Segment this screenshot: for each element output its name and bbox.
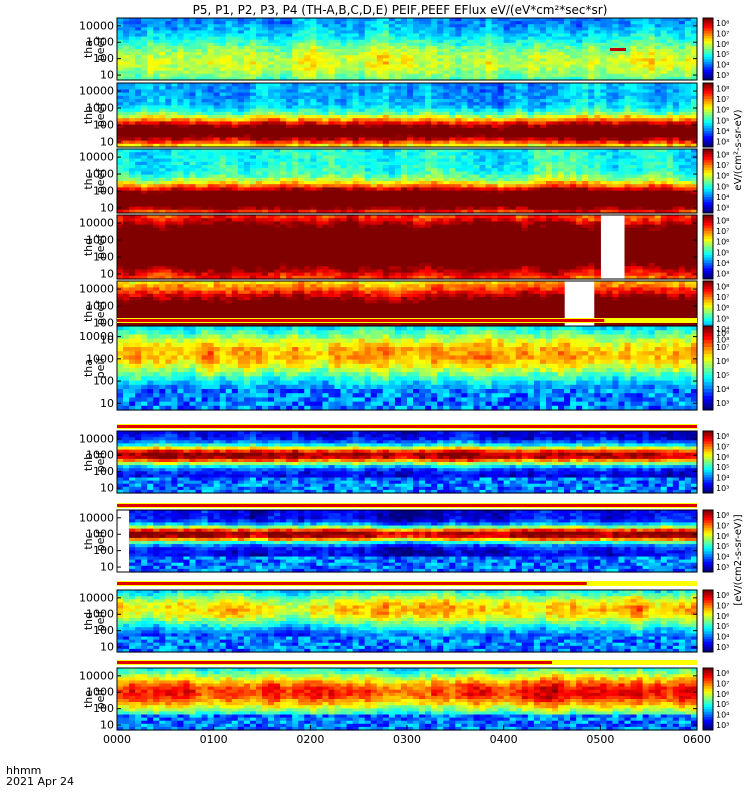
y-tick-label: 10000 xyxy=(79,85,114,98)
panel-thc-peef: 10000100010010thc peef10⁸10⁷10⁶10⁵10⁴10³ xyxy=(79,149,729,214)
colorbar-tick-label: 10³ xyxy=(716,71,729,80)
data-marker xyxy=(610,48,626,51)
chart-title: P5, P1, P2, P3, P4 (TH-A,B,C,D,E) PEIF,P… xyxy=(193,3,608,17)
colorbar-tick-label: 10⁸ xyxy=(716,19,729,28)
colorbar-tick-label: 10⁴ xyxy=(716,61,729,70)
spectrogram-thb-peef xyxy=(117,83,698,148)
spectrogram-thc-peef xyxy=(117,149,698,214)
colorbar-tick-label: 10⁵ xyxy=(716,50,729,59)
colorbar-tick-label: 10³ xyxy=(716,138,729,147)
panel-product-label: peef xyxy=(94,102,107,128)
colorbar-tick-label: 10⁷ xyxy=(716,30,729,39)
colorbar-tick-label: 10⁴ xyxy=(716,127,729,136)
colorbar-thb-peef: 10⁸ 10⁷ 10⁶10⁵ 10⁴ 10³ xyxy=(703,83,729,148)
panel-product-label: peef xyxy=(94,36,107,62)
colorbar-tick-label: 10⁶ xyxy=(716,40,729,49)
colorbar-tick-label: 10⁶ xyxy=(716,106,729,115)
y-tick-label: 10 xyxy=(100,135,114,148)
colorbar-tick-label: 10⁵ xyxy=(716,116,729,125)
y-tick-label: 10000 xyxy=(79,19,114,32)
y-tick-label: 10 xyxy=(100,69,114,82)
colorbar-tick-label: 10⁷ xyxy=(716,95,729,104)
colorbar-tick-label: 10⁸ xyxy=(716,84,729,93)
